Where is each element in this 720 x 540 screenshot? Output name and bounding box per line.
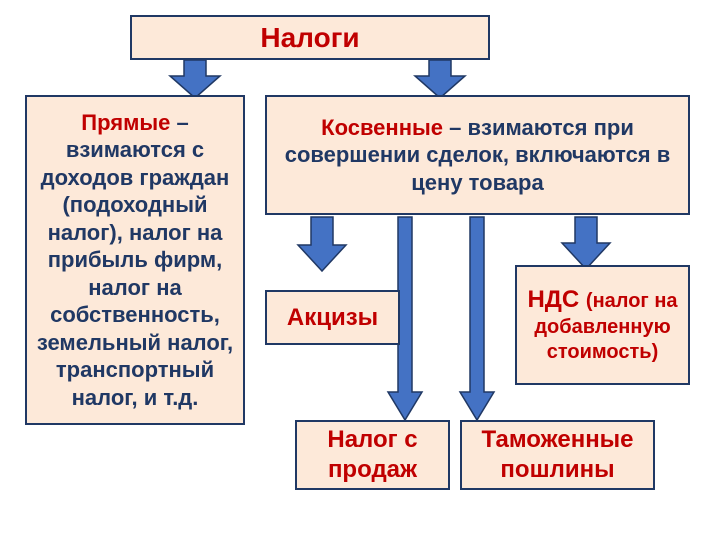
leaf-excise: Акцизы: [265, 290, 400, 345]
direct-text: Прямые – взимаются с доходов граждан (по…: [31, 109, 239, 412]
root-box: Налоги: [130, 15, 490, 60]
direct-box: Прямые – взимаются с доходов граждан (по…: [25, 95, 245, 425]
leaf-vat-text: НДС (налог на добавленную стоимость): [521, 285, 684, 365]
leaf-excise-label: Акцизы: [287, 303, 378, 333]
arrow-root-to-direct: [170, 60, 220, 100]
leaf-vat-big: НДС: [527, 286, 585, 313]
arrow-indirect-to-vat: [562, 217, 610, 271]
indirect-accent: Косвенные: [321, 115, 443, 140]
leaf-vat: НДС (налог на добавленную стоимость): [515, 265, 690, 385]
direct-rest: – взимаются с доходов граждан (подоходны…: [37, 110, 233, 410]
leaf-customs: Таможенные пошлины: [460, 420, 655, 490]
leaf-sales: Налог с продаж: [295, 420, 450, 490]
arrow-root-to-indirect: [415, 60, 465, 100]
leaf-customs-label: Таможенные пошлины: [462, 425, 653, 485]
indirect-box: Косвенные – взимаются при совершении сде…: [265, 95, 690, 215]
leaf-sales-label: Налог с продаж: [297, 425, 448, 485]
indirect-text: Косвенные – взимаются при совершении сде…: [275, 114, 680, 197]
direct-accent: Прямые: [81, 110, 170, 135]
root-label: Налоги: [260, 20, 359, 55]
arrow-indirect-to-excise: [298, 217, 346, 273]
arrow-indirect-to-customs: [460, 217, 494, 422]
